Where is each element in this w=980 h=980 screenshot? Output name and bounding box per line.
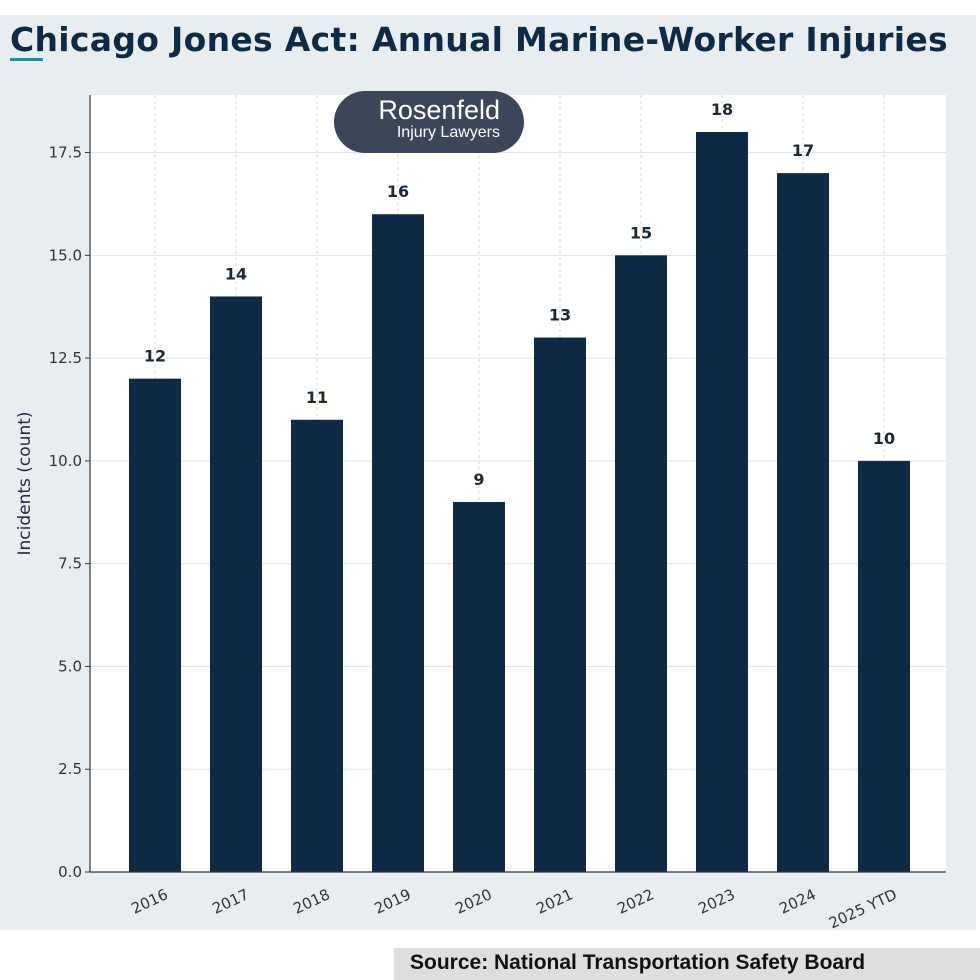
x-tick-label: 2018 bbox=[290, 885, 332, 917]
bar-2019 bbox=[372, 214, 424, 872]
x-tick-label: 2021 bbox=[533, 885, 575, 917]
data-label: 9 bbox=[473, 470, 484, 489]
x-tick-label: 2016 bbox=[128, 885, 170, 917]
bar-2016 bbox=[129, 378, 181, 872]
chart-title: Chicago Jones Act: Annual Marine-Worker … bbox=[10, 20, 948, 59]
x-tick-label: 2025 YTD bbox=[826, 885, 900, 932]
x-tick-label: 2017 bbox=[209, 885, 251, 917]
y-tick-label: 12.5 bbox=[49, 349, 82, 367]
logo-line1: Rosenfeld bbox=[378, 95, 500, 125]
data-label: 18 bbox=[711, 100, 733, 119]
data-label: 13 bbox=[549, 306, 571, 325]
bar-2024 bbox=[777, 173, 829, 873]
bar-2023 bbox=[696, 132, 748, 872]
source-text: Source: National Transportation Safety B… bbox=[410, 951, 866, 974]
rosenfeld-logo: Rosenfeld Injury Lawyers bbox=[334, 91, 524, 153]
bar-2018 bbox=[291, 419, 343, 872]
y-tick-label: 5.0 bbox=[58, 657, 82, 675]
y-axis-label: Incidents (count) bbox=[15, 411, 35, 555]
data-label: 16 bbox=[387, 182, 409, 201]
bar-2022 bbox=[615, 255, 667, 873]
x-tick-label: 2020 bbox=[452, 885, 494, 917]
source-box: Source: National Transportation Safety B… bbox=[394, 948, 980, 980]
y-tick-label: 10.0 bbox=[49, 452, 82, 470]
y-tick-label: 0.0 bbox=[58, 863, 82, 881]
bar-2025-YTD bbox=[858, 460, 910, 872]
data-label: 12 bbox=[144, 347, 166, 366]
bar-2020 bbox=[453, 502, 505, 872]
x-tick-label: 2023 bbox=[695, 885, 737, 917]
x-tick-label: 2024 bbox=[776, 885, 818, 917]
data-label: 14 bbox=[225, 264, 247, 283]
y-tick-label: 17.5 bbox=[49, 144, 82, 162]
x-tick-label: 2019 bbox=[371, 885, 413, 917]
data-label: 11 bbox=[306, 388, 328, 407]
title-accent-underline bbox=[10, 58, 43, 61]
data-label: 10 bbox=[873, 429, 895, 448]
y-tick-label: 15.0 bbox=[49, 246, 82, 264]
y-tick-label: 7.5 bbox=[58, 555, 82, 573]
x-tick-label: 2022 bbox=[614, 885, 656, 917]
y-tick-label: 2.5 bbox=[58, 760, 82, 778]
data-label: 15 bbox=[630, 223, 652, 242]
bar-2017 bbox=[210, 296, 262, 872]
bar-2021 bbox=[534, 337, 586, 872]
logo-line2: Injury Lawyers bbox=[396, 124, 500, 141]
data-label: 17 bbox=[792, 141, 814, 160]
